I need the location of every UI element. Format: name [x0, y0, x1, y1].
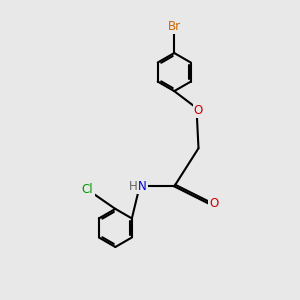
Text: O: O: [194, 104, 203, 117]
Text: Br: Br: [168, 20, 181, 33]
Text: O: O: [209, 197, 219, 210]
Text: H: H: [129, 180, 138, 193]
Text: Cl: Cl: [82, 183, 94, 196]
Text: N: N: [138, 180, 147, 193]
